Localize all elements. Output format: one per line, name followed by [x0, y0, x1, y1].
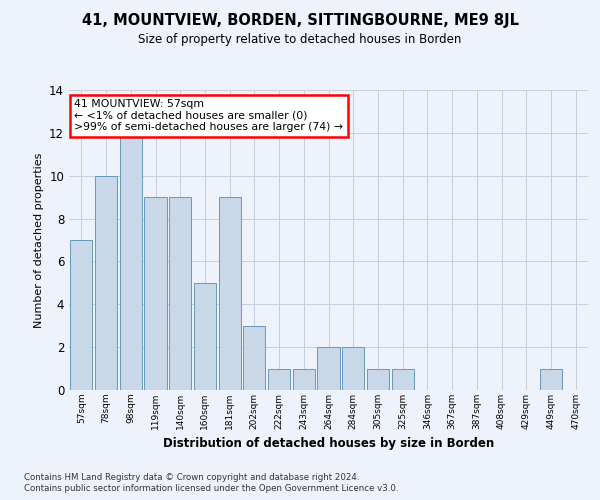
Bar [317, 347, 340, 390]
Bar [243, 326, 265, 390]
Bar [169, 197, 191, 390]
Bar [293, 368, 315, 390]
Y-axis label: Number of detached properties: Number of detached properties [34, 152, 44, 328]
Bar [540, 368, 562, 390]
Bar [367, 368, 389, 390]
Text: 41 MOUNTVIEW: 57sqm
← <1% of detached houses are smaller (0)
>99% of semi-detach: 41 MOUNTVIEW: 57sqm ← <1% of detached ho… [74, 99, 343, 132]
Bar [119, 133, 142, 390]
Bar [70, 240, 92, 390]
Bar [95, 176, 117, 390]
Bar [268, 368, 290, 390]
Text: 41, MOUNTVIEW, BORDEN, SITTINGBOURNE, ME9 8JL: 41, MOUNTVIEW, BORDEN, SITTINGBOURNE, ME… [82, 12, 518, 28]
Bar [342, 347, 364, 390]
Bar [145, 197, 167, 390]
Bar [392, 368, 414, 390]
Text: Contains public sector information licensed under the Open Government Licence v3: Contains public sector information licen… [24, 484, 398, 493]
Text: Contains HM Land Registry data © Crown copyright and database right 2024.: Contains HM Land Registry data © Crown c… [24, 472, 359, 482]
Text: Distribution of detached houses by size in Borden: Distribution of detached houses by size … [163, 438, 494, 450]
Bar [218, 197, 241, 390]
Text: Size of property relative to detached houses in Borden: Size of property relative to detached ho… [139, 32, 461, 46]
Bar [194, 283, 216, 390]
